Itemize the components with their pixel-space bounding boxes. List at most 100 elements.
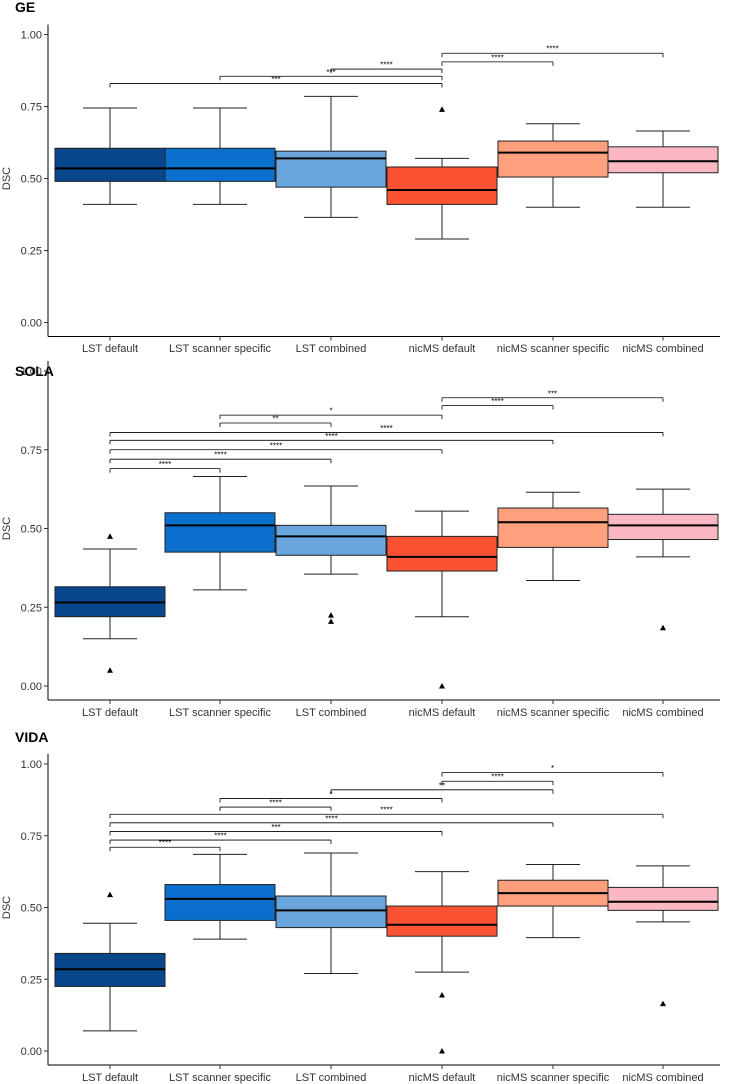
x-tick-label: LST default: [82, 343, 138, 355]
x-tick-label: LST combined: [296, 343, 367, 355]
y-tick-label: 0.00: [21, 1046, 42, 1058]
box-iqr: [275, 524, 387, 556]
significance-bracket: ****: [441, 773, 554, 786]
y-tick-label: 0.50: [21, 524, 42, 536]
y-tick-label: 0.25: [21, 246, 42, 258]
significance-bracket: ****: [109, 814, 554, 827]
x-tick-label: LST scanner specific: [169, 707, 271, 719]
significance-label: ***: [271, 75, 280, 84]
outlier-point: [439, 683, 445, 689]
outlier-point: [439, 106, 445, 112]
significance-label: ****: [491, 397, 503, 406]
box-iqr: [164, 512, 276, 553]
outlier-point: [328, 612, 334, 618]
outlier-point: [107, 667, 113, 673]
significance-bracket: ****: [109, 441, 443, 454]
outlier-point: [439, 992, 445, 998]
box-iqr: [497, 140, 609, 178]
box-5: [497, 491, 609, 581]
box-iqr: [386, 905, 498, 937]
significance-label: ****: [159, 839, 171, 848]
box-iqr: [54, 147, 166, 182]
panel-title: VIDA: [15, 729, 48, 745]
box-1: [54, 891, 166, 1032]
y-axis-label: DSC: [1, 167, 13, 190]
box-2: [164, 476, 276, 591]
y-tick-label: 0.50: [21, 903, 42, 915]
box-6: [607, 130, 719, 208]
box-5: [497, 863, 609, 939]
outlier-point: [660, 1000, 666, 1007]
significance-bracket: *: [219, 790, 443, 803]
significance-label: ***: [548, 389, 557, 398]
significance-bracket: ****: [109, 432, 554, 445]
significance-label: ****: [269, 799, 281, 808]
x-tick-label: LST combined: [296, 707, 367, 719]
significance-bracket: ****: [109, 832, 332, 845]
significance-label: **: [439, 781, 445, 790]
significance-bracket: ****: [330, 61, 443, 74]
box-3: [275, 852, 387, 975]
significance-label: **: [272, 414, 278, 423]
y-tick-label: 0.25: [21, 974, 42, 986]
y-tick-label: 0.50: [21, 174, 42, 186]
significance-bracket: ****: [441, 397, 554, 410]
x-tick-label: nicMS combined: [622, 343, 703, 355]
significance-bracket: ****: [109, 451, 332, 464]
y-axis-label: DSC: [1, 896, 13, 919]
x-tick-label: nicMS default: [409, 1072, 476, 1084]
significance-label: ****: [214, 832, 226, 841]
significance-bracket: ***: [109, 75, 443, 88]
box-iqr: [164, 147, 276, 182]
significance-bracket: ****: [109, 424, 664, 437]
box-iqr: [275, 895, 387, 929]
x-tick-label: nicMS scanner specific: [497, 707, 610, 719]
y-tick-label: 0.00: [21, 681, 42, 693]
x-tick-label: nicMS scanner specific: [497, 343, 610, 355]
significance-bracket: ****: [109, 839, 221, 852]
significance-label: ****: [546, 45, 558, 54]
y-tick-label: 0.75: [21, 445, 42, 457]
panel-ge: GE 0.00 0.25 0.50 0.75 1.00 DSC LST default LST …: [1, 0, 720, 355]
panel-title: GE: [15, 0, 35, 15]
significance-label: ****: [380, 806, 392, 815]
outlier-point: [328, 618, 334, 624]
x-tick-label: LST combined: [296, 1072, 367, 1084]
x-tick-label: LST default: [82, 707, 138, 719]
significance-label: ****: [325, 432, 337, 441]
box-1: [54, 533, 166, 673]
box-4: [386, 871, 498, 1054]
significance-label: *: [551, 764, 554, 773]
significance-label: ***: [326, 68, 335, 77]
panel-sola: SOLA 0.00 0.25 0.50 0.75 1.00 DSC LST default LS…: [1, 361, 720, 719]
panel-vida: VIDA 0.00 0.25 0.50 0.75 1.00 DSC LST default LS…: [1, 729, 720, 1084]
box-6: [607, 488, 719, 631]
significance-bracket: ***: [441, 389, 664, 402]
x-tick-label: LST scanner specific: [169, 343, 271, 355]
outlier-point: [107, 891, 113, 898]
y-tick-label: 0.00: [21, 318, 42, 330]
significance-label: ****: [325, 814, 337, 823]
box-iqr: [607, 886, 719, 911]
significance-label: ****: [159, 460, 171, 469]
significance-bracket: ****: [109, 806, 664, 819]
significance-bracket: ****: [109, 460, 221, 473]
outlier-point: [439, 1048, 445, 1054]
box-2: [164, 853, 276, 940]
box-1: [54, 107, 166, 205]
x-tick-label: nicMS combined: [622, 707, 703, 719]
significance-bracket: ****: [219, 799, 332, 812]
box-4: [386, 106, 498, 240]
significance-bracket: *: [441, 764, 664, 777]
x-tick-label: nicMS default: [409, 707, 476, 719]
box-3: [275, 95, 387, 218]
significance-label: ****: [270, 441, 282, 450]
significance-label: *: [329, 790, 332, 799]
significance-bracket: ***: [219, 68, 443, 81]
box-2: [164, 107, 276, 205]
y-tick-label: 0.75: [21, 831, 42, 843]
y-tick-label: 1.00: [21, 30, 42, 42]
y-tick-label: 1.00: [21, 759, 42, 771]
x-tick-label: LST default: [82, 1072, 138, 1084]
